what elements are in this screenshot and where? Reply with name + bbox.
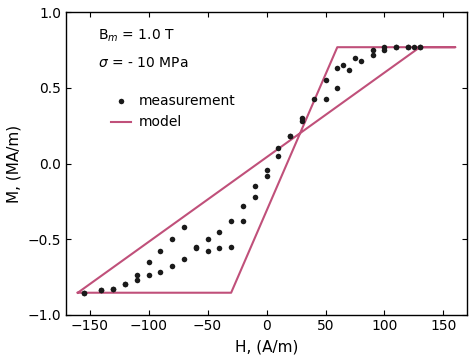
Point <box>251 194 258 200</box>
Point <box>334 85 341 91</box>
Point <box>322 96 329 101</box>
Point <box>133 273 141 278</box>
Point <box>98 288 105 293</box>
Point <box>156 248 164 254</box>
Point <box>109 286 117 292</box>
Point <box>351 55 359 61</box>
Point <box>168 236 176 242</box>
Point <box>286 134 294 139</box>
Point <box>80 290 88 296</box>
Point <box>180 256 188 262</box>
Point <box>80 290 88 296</box>
Point <box>286 134 294 139</box>
Point <box>251 183 258 189</box>
Point <box>168 264 176 269</box>
Point <box>322 78 329 83</box>
Point <box>345 67 353 73</box>
Point <box>109 286 117 292</box>
Point <box>192 245 200 251</box>
Point <box>357 58 365 64</box>
X-axis label: H, (A/m): H, (A/m) <box>235 339 298 354</box>
Point <box>98 288 105 293</box>
Point <box>145 259 152 265</box>
Point <box>416 44 424 50</box>
Point <box>121 282 129 287</box>
Point <box>204 248 211 254</box>
Text: B$_m$ = 1.0 T: B$_m$ = 1.0 T <box>98 27 175 44</box>
Point <box>274 145 282 151</box>
Point <box>381 47 388 53</box>
Point <box>192 244 200 249</box>
Point <box>274 153 282 159</box>
Point <box>156 269 164 275</box>
Point <box>410 44 418 50</box>
Point <box>180 224 188 230</box>
Point <box>216 229 223 234</box>
Point <box>381 44 388 50</box>
Point <box>298 118 306 124</box>
Point <box>369 52 376 58</box>
Point <box>369 47 376 53</box>
Point <box>392 44 400 50</box>
Point <box>239 203 247 209</box>
Point <box>263 173 270 179</box>
Point <box>310 96 318 101</box>
Point <box>263 167 270 173</box>
Text: $\sigma$ = - 10 MPa: $\sigma$ = - 10 MPa <box>98 56 189 70</box>
Point <box>239 218 247 224</box>
Point <box>392 44 400 50</box>
Legend: measurement, model: measurement, model <box>105 89 241 135</box>
Point <box>416 44 424 50</box>
Point <box>404 44 412 50</box>
Point <box>121 282 129 287</box>
Point <box>404 44 412 50</box>
Point <box>204 236 211 242</box>
Point <box>228 218 235 224</box>
Point <box>228 244 235 249</box>
Point <box>133 277 141 283</box>
Point <box>339 62 347 68</box>
Point <box>334 65 341 71</box>
Point <box>216 245 223 251</box>
Point <box>145 273 152 278</box>
Y-axis label: M, (MA/m): M, (MA/m) <box>7 125 22 203</box>
Point <box>298 115 306 121</box>
